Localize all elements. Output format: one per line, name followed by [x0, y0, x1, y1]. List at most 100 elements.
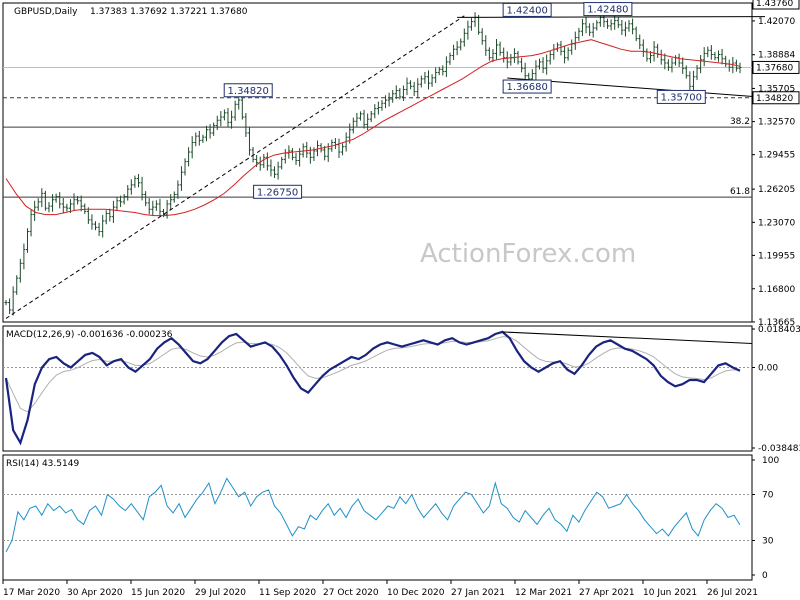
price-bar — [262, 154, 266, 169]
price-bar — [706, 46, 710, 58]
time-tick-label: 29 Jul 2020 — [195, 588, 246, 598]
macd-signal-line — [5, 336, 741, 413]
price-bar — [333, 138, 337, 150]
price-bar — [76, 196, 80, 205]
annotation-label: 1.35700 — [661, 92, 702, 103]
price-bar — [609, 19, 613, 31]
price-tag-label: 1.37680 — [756, 63, 793, 73]
price-bar — [545, 54, 549, 75]
price-axis: 1.13665 1.16800 1.19955 1.23070 1.26205 1.294… — [752, 0, 800, 328]
price-bar — [702, 47, 706, 67]
price-bar — [566, 47, 570, 61]
price-bar — [51, 194, 55, 212]
price-bar — [484, 35, 488, 56]
price-bar — [373, 104, 377, 119]
price-bar — [176, 180, 180, 199]
macd-plot — [3, 330, 753, 446]
macd-line — [4, 330, 741, 446]
price-bar — [72, 193, 76, 211]
price-bar — [638, 34, 642, 50]
price-bar — [552, 43, 556, 60]
time-tick-label: 12 Mar 2021 — [515, 588, 572, 598]
price-bar — [316, 140, 320, 157]
chart-header-symbol: GBPUSD,Daily — [14, 7, 78, 17]
price-bar — [577, 27, 581, 41]
price-bar — [129, 179, 133, 195]
price-tick-label: 1.19955 — [758, 251, 795, 261]
price-bar — [441, 65, 445, 76]
price-bar — [205, 125, 209, 142]
price-tag-box — [752, 60, 800, 74]
price-bar — [727, 59, 731, 72]
price-bar — [247, 127, 251, 156]
annotation-label: 1.42480 — [587, 5, 628, 16]
price-bar — [738, 62, 742, 74]
price-bar — [394, 85, 398, 99]
price-bar — [61, 197, 65, 214]
price-tag-label: 1.34820 — [756, 94, 793, 104]
price-bar — [40, 188, 44, 208]
price-bar — [280, 156, 284, 170]
price-tick-label: 1.38884 — [758, 51, 795, 61]
price-bar — [11, 286, 15, 316]
price-bar — [495, 38, 499, 60]
price-bar — [219, 111, 223, 127]
price-bar — [341, 143, 345, 156]
price-bar — [351, 117, 355, 134]
annotation-box — [223, 83, 273, 98]
price-bar — [65, 203, 69, 212]
price-bar — [147, 198, 151, 215]
price-panel-frame — [2, 2, 753, 323]
price-bar — [4, 300, 8, 306]
price-bar — [273, 166, 277, 178]
time-tick-label: 27 Jan 2021 — [451, 588, 505, 598]
price-bar — [491, 49, 495, 63]
price-bar — [674, 55, 678, 66]
rsi-tick-label: 0 — [762, 571, 768, 581]
price-bar — [462, 28, 466, 47]
price-bar — [119, 195, 123, 208]
price-bar — [466, 20, 470, 40]
price-annotations: 1.42400 1.42480 1.34820 1.36680 1.35700 1.267… — [223, 2, 706, 199]
panel-frames — [2, 2, 753, 581]
price-bar — [409, 80, 413, 90]
annotation-label: 1.26750 — [257, 187, 298, 198]
price-bar — [101, 214, 105, 238]
price-bar — [512, 48, 516, 63]
price-bar — [179, 166, 183, 191]
price-tick-label: 1.32570 — [758, 118, 795, 128]
time-tick-label: 30 Apr 2020 — [67, 588, 123, 598]
price-bar — [126, 185, 130, 201]
price-bar — [641, 39, 645, 57]
price-bar — [391, 90, 395, 103]
price-bar — [79, 195, 83, 212]
macd-tick-label: -0.038483 — [758, 444, 800, 454]
price-bar — [620, 20, 624, 35]
moving-average — [5, 39, 741, 217]
price-bar — [656, 43, 660, 58]
price-bar — [158, 198, 162, 217]
price-bar — [688, 71, 692, 91]
macd-axis: 0.018403 0.00 -0.038483 — [752, 325, 800, 454]
price-bar — [208, 124, 212, 139]
price-bar — [645, 48, 649, 62]
price-bar — [634, 26, 638, 42]
price-bar — [573, 31, 577, 50]
price-bar — [509, 54, 513, 66]
price-bar — [29, 209, 33, 237]
rsi-line — [5, 477, 741, 553]
price-bar — [122, 194, 126, 205]
price-tag-box — [752, 0, 800, 10]
price-tag-label: 1.43760 — [756, 0, 793, 9]
price-tag-box — [752, 91, 800, 105]
price-bar — [588, 23, 592, 36]
price-bar — [516, 50, 520, 65]
price-bar — [659, 49, 663, 65]
price-bar — [68, 199, 72, 214]
price-bar — [233, 100, 237, 121]
time-tick-label: 27 Oct 2020 — [323, 588, 379, 598]
price-bar — [25, 228, 29, 253]
price-bar — [480, 28, 484, 45]
price-bar — [591, 22, 595, 38]
price-bar — [444, 56, 448, 78]
